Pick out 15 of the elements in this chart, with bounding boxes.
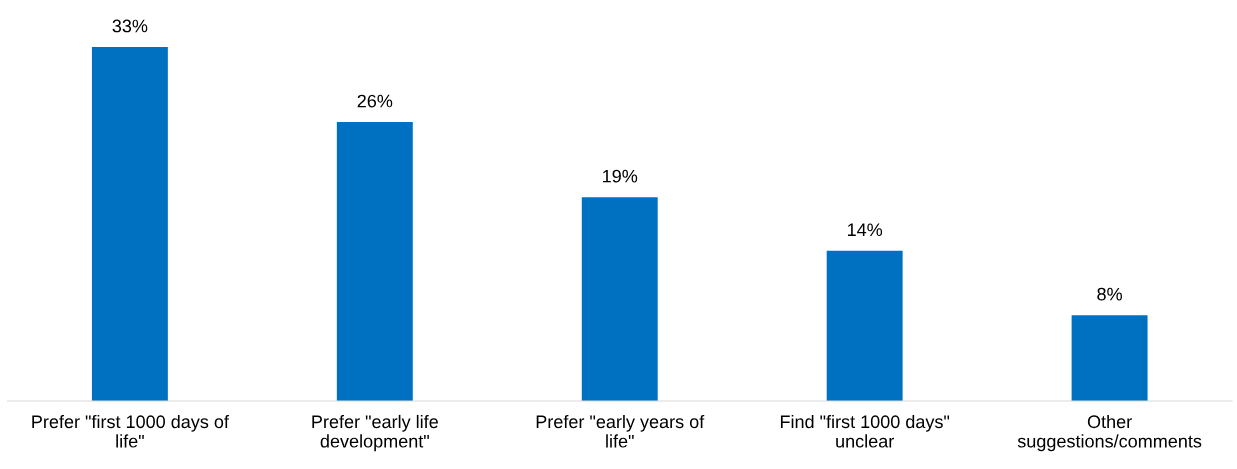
x-tick-label: Prefer "early years of life"	[536, 414, 705, 448]
bar	[91, 47, 168, 401]
bar	[336, 122, 413, 401]
data-label: 33%	[112, 19, 148, 33]
x-tick-label: Prefer "first 1000 days of life"	[32, 414, 229, 448]
data-label: 26%	[357, 94, 393, 108]
bar	[581, 197, 658, 401]
data-label: 14%	[847, 223, 883, 237]
data-label: 19%	[603, 169, 638, 183]
data-label: 8%	[1097, 287, 1122, 301]
bar	[826, 250, 903, 401]
x-tick-label: Prefer "early life development"	[312, 414, 438, 452]
bar	[1071, 315, 1148, 401]
x-tick-label: Find "first 1000 days" unclear	[780, 414, 950, 448]
x-tick-label: Other suggestions/comments	[1017, 414, 1202, 452]
